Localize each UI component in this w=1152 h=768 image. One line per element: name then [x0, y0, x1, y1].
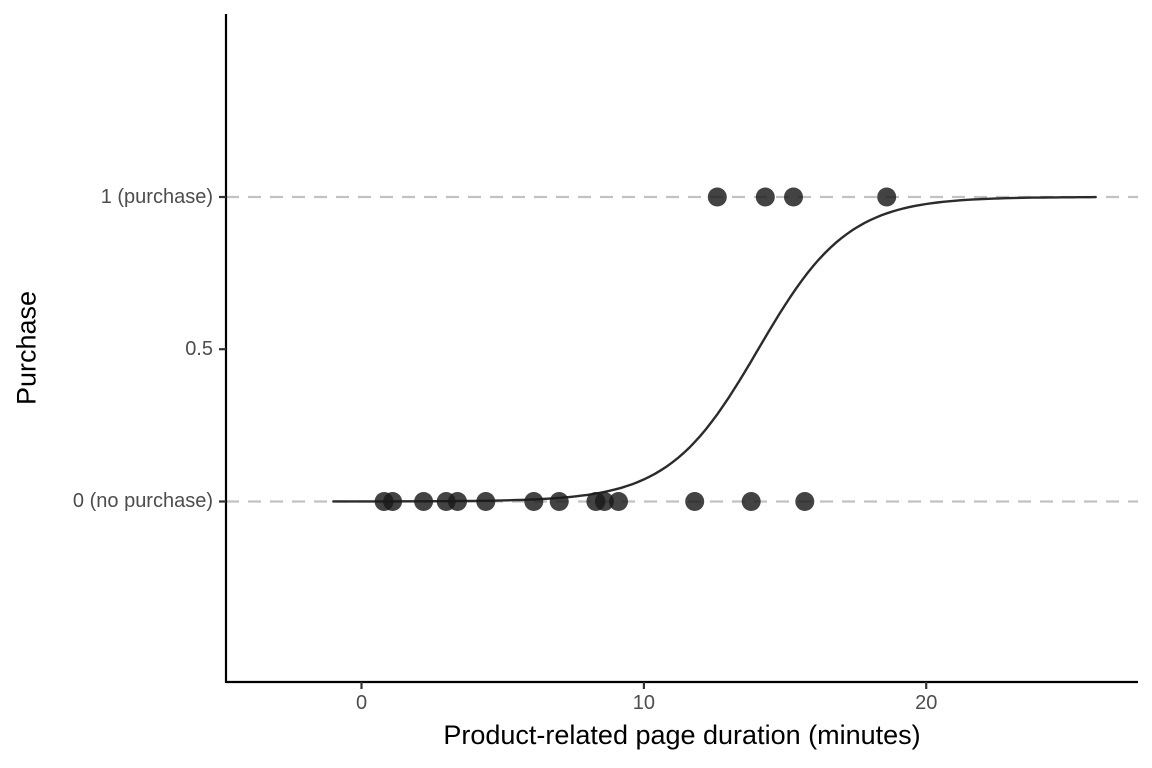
data-point	[594, 492, 614, 511]
x-axis-title-text: Product-related page duration (minutes)	[443, 720, 921, 750]
data-point	[609, 492, 628, 511]
y-axis-title: Purchase	[11, 290, 42, 406]
data-point	[795, 492, 815, 511]
y-tick-label-1: 1 (purchase)	[100, 185, 213, 208]
data-point	[524, 492, 544, 511]
data-point	[448, 492, 467, 511]
data-point	[707, 187, 727, 207]
data-point	[549, 492, 569, 511]
data-point	[685, 492, 705, 511]
x-tick-label-10: 10	[632, 692, 655, 714]
x-axis-title: Product-related page duration (minutes)	[0, 720, 1152, 751]
data-point	[784, 187, 803, 207]
data-point	[741, 492, 761, 511]
y-tick-label-0.5: 0.5	[185, 338, 213, 361]
data-point	[414, 492, 434, 511]
x-tick-label-0: 0	[355, 692, 368, 714]
y-tick-label-0: 0 (no purchase)	[72, 490, 213, 513]
data-point	[476, 492, 496, 511]
data-point	[877, 187, 897, 207]
data-point	[383, 492, 403, 511]
logistic-fit-curve	[332, 195, 1097, 503]
data-point	[755, 187, 775, 207]
x-tick-label-20: 20	[915, 692, 938, 714]
